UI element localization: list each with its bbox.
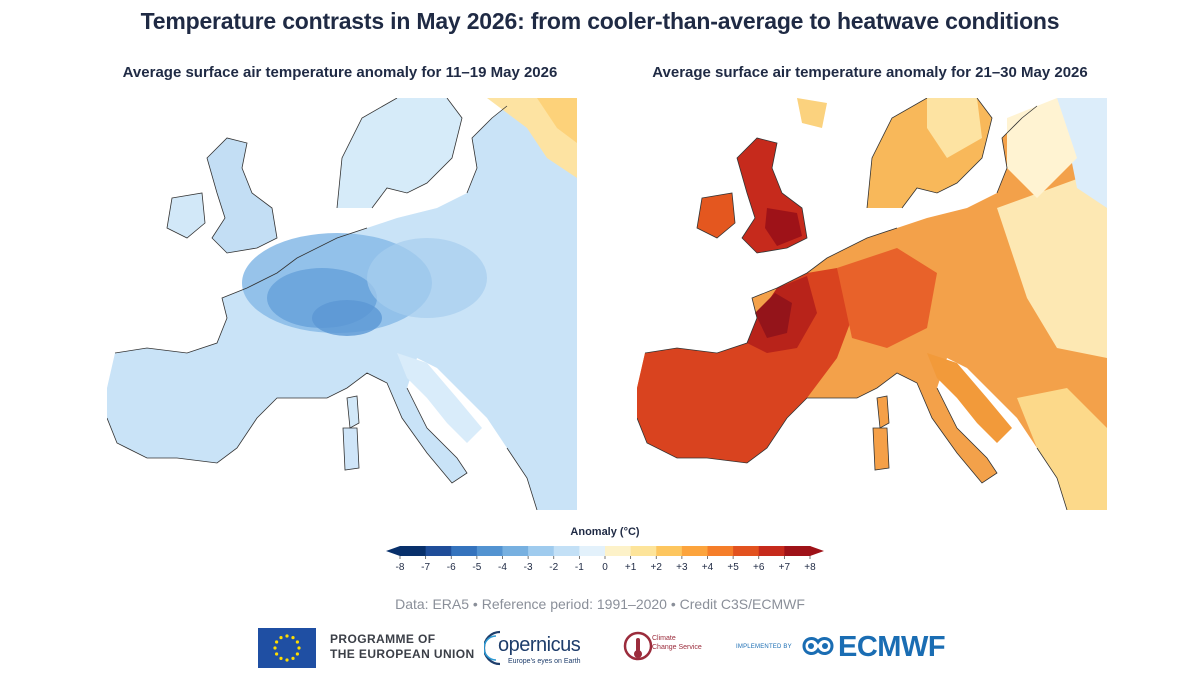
eu-star-icon — [275, 652, 279, 656]
eu-star-icon — [295, 652, 299, 656]
left-map-subtitle: Average surface air temperature anomaly … — [122, 64, 558, 81]
legend-tick-label: +8 — [804, 562, 816, 573]
c3s-logo-icon — [623, 631, 653, 661]
legend-tick-label: -3 — [524, 562, 533, 573]
copernicus-tagline: Europe's eyes on Earth — [508, 658, 581, 665]
legend-swatch — [502, 546, 529, 556]
legend-swatch — [425, 546, 452, 556]
land-britain — [207, 138, 277, 253]
legend-swatch — [605, 546, 632, 556]
legend-swatch — [476, 546, 503, 556]
legend-swatch — [553, 546, 580, 556]
legend-swatch — [758, 546, 785, 556]
eu-star-icon — [279, 656, 283, 660]
eu-star-icon — [285, 658, 289, 662]
eu-line1: PROGRAMME OF — [330, 632, 436, 646]
eu-star-icon — [273, 646, 277, 650]
eu-flag-logo — [258, 628, 316, 668]
legend-tick-label: +5 — [727, 562, 739, 573]
legend-tick-label: 0 — [602, 562, 608, 573]
eu-star-icon — [291, 636, 295, 640]
copernicus-logo-icon — [484, 630, 501, 666]
eu-programme-text: PROGRAMME OF THE EUROPEAN UNION — [330, 632, 475, 662]
data-credits: Data: ERA5 • Reference period: 1991–2020… — [395, 596, 805, 612]
legend-swatch — [579, 546, 606, 556]
eu-star-icon — [275, 640, 279, 644]
c3s-line2: Change Service — [652, 644, 702, 651]
page-title: Temperature contrasts in May 2026: from … — [140, 8, 1060, 34]
eu-star-icon — [295, 640, 299, 644]
legend-max-arrow — [810, 546, 824, 556]
legend-tick-label: -5 — [472, 562, 481, 573]
legend-swatch — [733, 546, 760, 556]
legend-tick-label: -1 — [575, 562, 584, 573]
anomaly-legend: Anomaly (°C) -8 -7 -6 -5 -4 -3 -2 -1 0 +1 +2 +3 +4 +5… — [380, 522, 830, 582]
ecmwf-logo-icon — [802, 637, 834, 655]
legend-tick-label: -8 — [396, 562, 405, 573]
legend-swatch — [400, 546, 427, 556]
eu-star-icon — [279, 636, 283, 640]
legend-tick-label: -6 — [447, 562, 456, 573]
legend-tick-label: +3 — [676, 562, 688, 573]
land-scandinavia — [337, 98, 462, 208]
legend-tick-label: +2 — [651, 562, 663, 573]
legend-tick-label: +6 — [753, 562, 765, 573]
legend-title: Anomaly (°C) — [570, 526, 640, 538]
legend-tick-label: +7 — [779, 562, 791, 573]
legend-tick-label: -7 — [421, 562, 430, 573]
ecmwf-wordmark: ECMWF — [838, 631, 946, 663]
legend-swatch — [784, 546, 811, 556]
map-warm-period — [637, 98, 1107, 510]
legend-swatch — [707, 546, 734, 556]
land-italy — [397, 353, 482, 443]
copernicus-wordmark: opernicus — [498, 634, 581, 656]
legend-tick-label: +4 — [702, 562, 714, 573]
legend-swatch — [451, 546, 478, 556]
c3s-line1: Climate — [652, 635, 676, 642]
eu-star-icon — [291, 656, 295, 660]
logo-bar: PROGRAMME OF THE EUROPEAN UNION opernicu… — [0, 622, 1200, 672]
map-cool-period — [107, 98, 577, 510]
right-map-subtitle: Average surface air temperature anomaly … — [652, 64, 1088, 81]
legend-tick-label: +1 — [625, 562, 637, 573]
eu-star-icon — [285, 634, 289, 638]
land-ireland — [167, 193, 205, 238]
legend-colorbar: -8 -7 -6 -5 -4 -3 -2 -1 0 +1 +2 +3 +4 +5 +6 +7 +8 — [386, 546, 824, 573]
eu-star-icon — [297, 646, 301, 650]
legend-tick-label: -4 — [498, 562, 507, 573]
legend-swatch — [630, 546, 657, 556]
legend-swatch — [681, 546, 708, 556]
legend-swatch — [528, 546, 555, 556]
legend-swatch — [656, 546, 683, 556]
legend-min-arrow — [386, 546, 400, 556]
eu-line2: THE EUROPEAN UNION — [330, 647, 475, 661]
c3s-text: Climate Change Service — [652, 634, 702, 652]
implemented-by-label: IMPLEMENTED BY — [736, 644, 792, 650]
legend-tick-label: -2 — [549, 562, 558, 573]
